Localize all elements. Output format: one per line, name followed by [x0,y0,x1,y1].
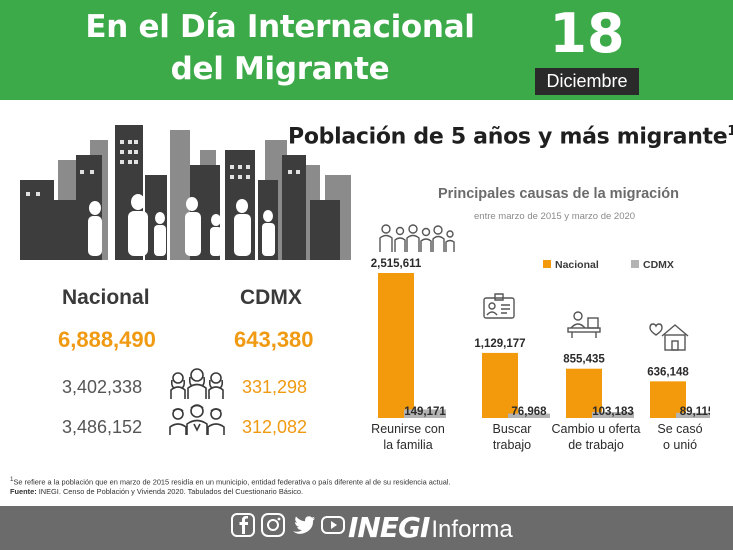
legend-nacional-label: Nacional [555,259,599,271]
category-label-1-line-2: la familia [383,438,432,452]
data-label-cdmx-3: 103,183 [592,406,634,418]
social-links [230,512,346,544]
source-text: INEGI. Censo de Población y Vivienda 202… [36,487,304,497]
category-label-1-line-1: Reunirse con [371,422,445,436]
legend-cdmx: CDMX [631,259,674,271]
brand-inegi: INEGI [348,511,430,544]
title-line-2: del Migrante [170,51,390,87]
bar-cdmx-3 [592,412,634,418]
cdmx-heading: CDMX [240,286,302,309]
nacional-women-count: 3,402,338 [62,377,143,397]
office-icon [567,311,601,338]
footnotes: 1Se refiere a la población que en marzo … [10,475,610,497]
bar-nacional-3 [566,368,602,418]
bar-cdmx-1 [404,409,446,418]
city-skyline-illustration [20,125,351,260]
category-label-3-line-1: Cambio u oferta [552,422,641,436]
bar-cdmx-4 [676,412,710,418]
source-label: Fuente: [10,487,37,497]
legend-cdmx-swatch [631,260,639,268]
family-icon [379,224,455,252]
cdmx-men-count: 312,082 [242,417,308,437]
bar-nacional-1 [378,273,414,418]
data-label-cdmx-4: 89,115 [680,406,710,418]
title-line-1: En el Día Internacional [85,9,475,45]
data-label-nacional-3: 855,435 [563,354,605,366]
category-label-2-line-1: Buscar [493,422,532,436]
source-note: Fuente: INEGI. Censo de Población y Vivi… [10,487,610,497]
data-label-nacional-2: 1,129,177 [474,338,525,350]
legend-cdmx-label: CDMX [643,259,674,271]
section-title-footnote-mark: 1 [727,124,733,139]
section-title: Población de 5 años y más migrante1 [288,124,733,150]
men-group-icon [169,404,225,435]
date-day: 18 [549,2,625,65]
bar-nacional-2 [482,352,518,418]
category-label-4-line-2: o unió [663,438,697,452]
date-month: Diciembre [535,68,639,95]
chart-title: Principales causas de la migración [438,186,679,202]
heart-house-icon [649,323,689,351]
legend-nacional-swatch [543,260,551,268]
nacional-total: 6,888,490 [58,327,156,352]
cdmx-women-count: 331,298 [242,377,308,397]
youtube-icon[interactable] [320,512,346,538]
footnote-1: 1Se refiere a la población que en marzo … [10,475,610,487]
facebook-icon[interactable] [230,512,256,538]
page-title: En el Día Internacional del Migrante [0,6,560,90]
data-label-cdmx-1: 149,171 [404,406,446,418]
migration-causes-chart: 2,515,611 149,171 Reunirse con la familia 1,… [371,224,710,452]
nacional-heading: Nacional [62,286,150,309]
footer-bar [0,506,733,550]
id-card-icon [483,293,515,319]
data-label-cdmx-2: 76,968 [511,406,547,418]
bar-cdmx-2 [508,413,550,418]
data-label-nacional-4: 636,148 [647,366,689,378]
inegi-informa-logo: INEGIInforma [348,512,513,546]
brand-informa: Informa [431,516,513,543]
section-title-text: Población de 5 años y más migrante [288,124,728,150]
category-label-3-line-2: de trabajo [568,438,624,452]
legend-nacional: Nacional [543,259,599,271]
women-group-icon [170,368,224,399]
bar-nacional-4 [650,381,686,418]
category-label-2-line-2: trabajo [493,438,531,452]
cdmx-total: 643,380 [234,327,314,352]
twitter-icon[interactable] [290,512,316,538]
nacional-men-count: 3,486,152 [62,417,143,437]
footnote-1-text: Se refiere a la población que en marzo d… [13,477,451,487]
category-label-4-line-1: Se casó [657,422,702,436]
data-label-nacional-1: 2,515,611 [371,258,422,270]
chart-subtitle: entre marzo de 2015 y marzo de 2020 [474,211,636,222]
footnote-1-mark: 1 [10,476,14,483]
instagram-icon[interactable] [260,512,286,538]
